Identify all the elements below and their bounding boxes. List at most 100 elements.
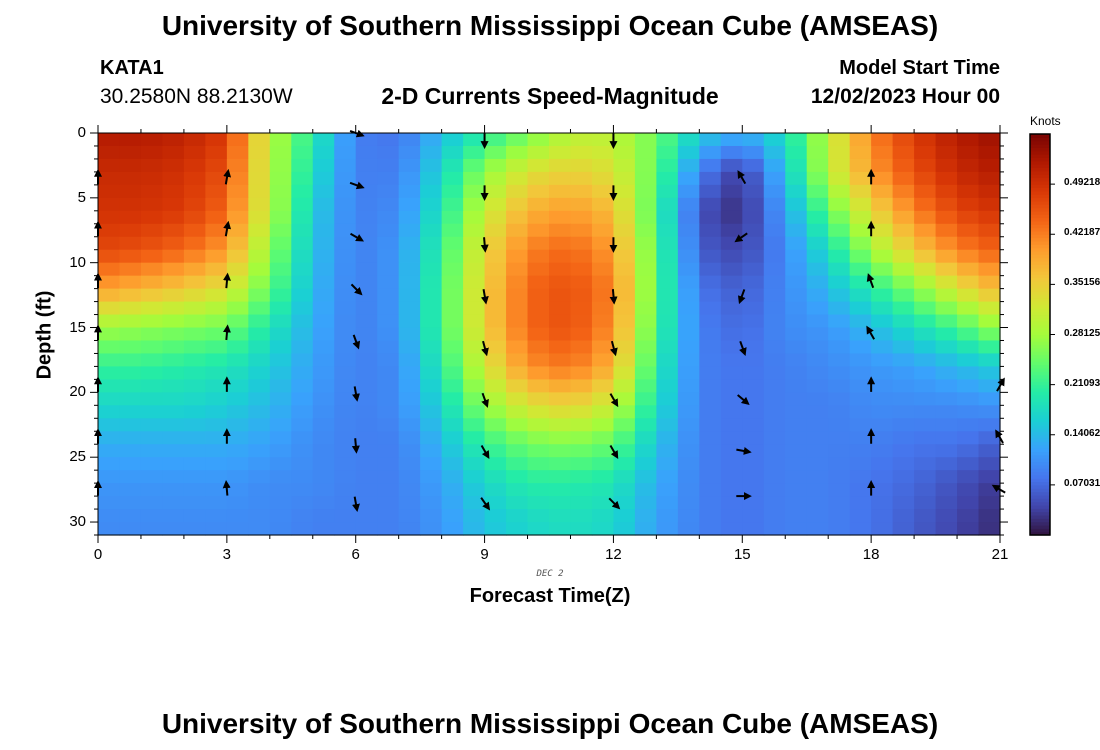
current-vector-arrow [737,170,747,185]
heatmap-cell [914,197,937,212]
heatmap-cell [806,301,829,316]
colorbar-tick-label: 0.49218 [1064,177,1100,189]
heatmap-cell [463,158,486,173]
heatmap-cell [763,522,786,536]
heatmap-cell [914,483,937,497]
heatmap-cell [119,522,142,536]
heatmap-cell [785,483,808,497]
heatmap-cell [763,301,786,316]
heatmap-cell [98,379,121,393]
heatmap-cell [205,158,228,173]
heatmap-cell [527,431,550,445]
heatmap-cell [549,457,572,471]
heatmap-cell [742,379,765,393]
heatmap-cell [226,249,249,264]
heatmap-cell [484,457,507,471]
current-vector-arrow [609,445,619,460]
heatmap-cell [463,392,486,406]
heatmap-cell [914,223,937,238]
heatmap-cell [871,171,894,186]
heatmap-cell [742,184,765,199]
heatmap-cell [656,314,679,329]
y-tick-label: 20 [69,383,86,401]
heatmap-cell [978,184,1001,199]
current-vector-arrow [352,496,360,513]
heatmap-cell [699,197,722,212]
heatmap-cell [828,392,851,406]
heatmap-cell [677,171,700,186]
heatmap-cell [978,340,1001,355]
heatmap-cell [763,431,786,445]
heatmap-cell [377,171,400,186]
heatmap-cell [570,327,593,342]
heatmap-cell [140,418,164,432]
colorbar-swatch [1030,421,1050,426]
heatmap-cell [291,522,314,536]
heatmap-cell [699,327,722,342]
heatmap-cell [763,340,786,355]
colorbar-swatch [1030,217,1050,222]
heatmap-cell [377,418,400,432]
heatmap-cell [720,327,743,342]
heatmap-cell [140,496,164,510]
heatmap-cell [291,496,314,510]
heatmap-cell [420,457,443,471]
heatmap-cell [785,288,808,303]
colorbar-swatch [1030,401,1050,406]
heatmap-cell [355,418,378,432]
heatmap-cell [484,353,507,368]
heatmap-cell [398,236,421,251]
heatmap-cell [570,366,593,380]
heatmap-cell [506,158,529,173]
heatmap-cell [613,262,636,277]
heatmap-cell [140,327,164,342]
heatmap-cell [656,158,679,173]
heatmap-cell [957,496,980,510]
heatmap-cell [377,262,400,277]
heatmap-cell [613,249,636,264]
heatmap-cell [441,418,464,432]
colorbar-swatch [1030,220,1050,225]
heatmap-cell [892,340,915,355]
heatmap-cell [871,418,894,432]
heatmap-cell [957,509,980,523]
heatmap-cell [506,262,529,277]
heatmap-cell [613,496,636,510]
heatmap-cell [570,431,593,445]
heatmap-cell [720,457,743,471]
heatmap-cell [334,158,357,173]
heatmap-cell [570,158,593,173]
heatmap-cell [935,444,958,458]
heatmap-cell [957,184,980,199]
heatmap-cell [377,288,400,303]
heatmap-cell [162,158,185,173]
heatmap-cell [806,184,829,199]
heatmap-cell [549,522,572,536]
heatmap-cell [291,327,314,342]
current-vector-arrow [480,237,489,253]
heatmap-cell [140,171,164,186]
heatmap-cell [355,405,378,419]
heatmap-cell [377,444,400,458]
heatmap-cell [98,236,121,251]
heatmap-cell [699,158,722,173]
heatmap-cell [935,210,958,225]
heatmap-cell [785,223,808,238]
heatmap-cell [892,483,915,497]
heatmap-cell [334,457,357,471]
heatmap-cell [785,522,808,536]
heatmap-cell [656,133,679,147]
heatmap-cell [957,379,980,393]
heatmap-cell [248,509,271,523]
heatmap-cell [205,470,228,484]
heatmap-cell [978,509,1001,523]
colorbar-swatch [1030,444,1050,449]
heatmap-cell [484,431,507,445]
heatmap-cell [248,353,271,368]
heatmap-cell [549,197,572,212]
heatmap-cell [591,327,615,342]
x-tick-label: 15 [733,546,751,563]
heatmap-cell [699,340,722,355]
heatmap-cell [935,509,958,523]
heatmap-cell [484,210,507,225]
